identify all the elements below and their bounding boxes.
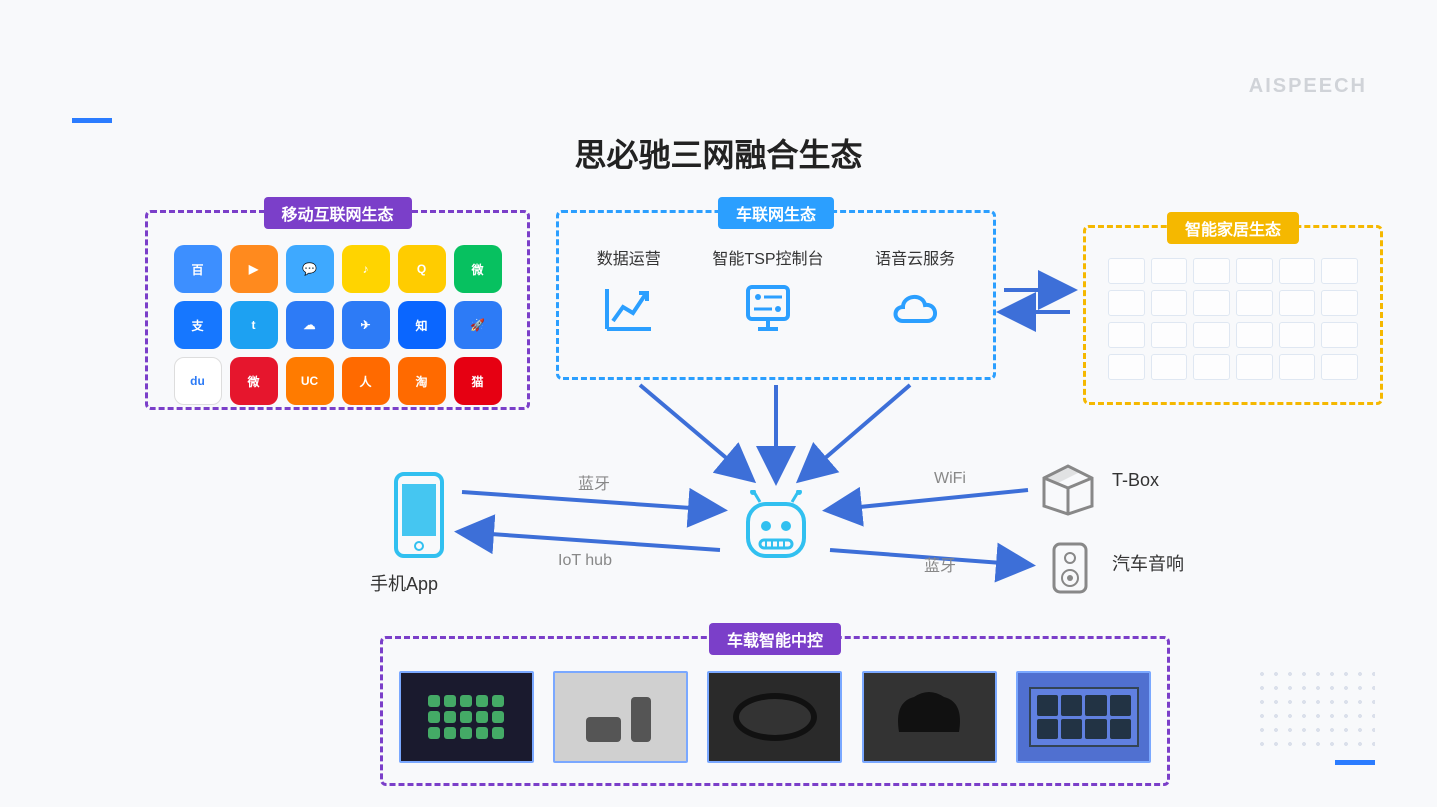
app-icon: 微	[454, 245, 502, 293]
devices-box-label: 车载智能中控	[709, 623, 841, 655]
car-box-label: 车联网生态	[718, 197, 834, 229]
phone-label: 手机App	[370, 570, 438, 596]
console-icon	[738, 279, 798, 339]
home-device-icon	[1321, 322, 1358, 348]
home-device-icon	[1279, 322, 1316, 348]
app-icon: UC	[286, 357, 334, 405]
home-device-icon	[1193, 322, 1230, 348]
home-box-label: 智能家居生态	[1167, 212, 1299, 244]
mobile-box-label: 移动互联网生态	[263, 197, 411, 229]
app-icon: 百	[174, 245, 222, 293]
home-device-icon	[1108, 354, 1145, 380]
home-device-icon	[1236, 354, 1273, 380]
car-service-item: 语音云服务	[875, 245, 955, 339]
device-image	[1016, 671, 1151, 763]
app-icon: 💬	[286, 245, 334, 293]
mobile-ecosystem-box: 移动互联网生态 百▶💬♪Q微支t☁✈知🚀du微UC人淘猫	[145, 210, 530, 410]
app-icon: 知	[398, 301, 446, 349]
speaker-icon	[1050, 540, 1090, 596]
home-device-icon	[1193, 354, 1230, 380]
app-icon-grid: 百▶💬♪Q微支t☁✈知🚀du微UC人淘猫	[160, 225, 515, 405]
accent-bar-top	[72, 118, 112, 123]
device-image	[553, 671, 688, 763]
home-device-icon	[1151, 354, 1188, 380]
app-icon: ☁	[286, 301, 334, 349]
car-service-item: 数据运营	[597, 245, 661, 339]
home-device-icon	[1151, 290, 1188, 316]
home-device-icon	[1279, 258, 1316, 284]
device-image	[707, 671, 842, 763]
app-icon: 微	[230, 357, 278, 405]
app-icon: ✈	[342, 301, 390, 349]
home-device-icon	[1108, 258, 1145, 284]
app-icon: ▶	[230, 245, 278, 293]
home-device-icon	[1151, 258, 1188, 284]
home-device-icon	[1321, 290, 1358, 316]
arrow-label-wifi: WiFi	[934, 470, 966, 488]
tbox-icon	[1040, 460, 1096, 516]
speaker-label: 汽车音响	[1112, 550, 1184, 576]
home-device-icon	[1236, 290, 1273, 316]
device-image	[862, 671, 997, 763]
home-icon-grid	[1098, 240, 1368, 390]
app-icon: ♪	[342, 245, 390, 293]
app-icon: 🚀	[454, 301, 502, 349]
home-device-icon	[1321, 258, 1358, 284]
device-image	[399, 671, 534, 763]
car-ecosystem-box: 车联网生态 数据运营智能TSP控制台语音云服务	[556, 210, 996, 380]
robot-icon	[740, 490, 812, 570]
arrow-label-iothub: IoT hub	[558, 552, 612, 570]
car-item-label: 智能TSP控制台	[712, 245, 823, 269]
app-icon: 支	[174, 301, 222, 349]
tbox-label: T-Box	[1112, 470, 1159, 491]
watermark-logo: AISPEECH	[1249, 75, 1367, 98]
device-row	[395, 651, 1155, 763]
home-device-icon	[1279, 290, 1316, 316]
phone-icon	[394, 472, 444, 558]
home-device-icon	[1193, 290, 1230, 316]
cloud-icon	[885, 279, 945, 339]
home-device-icon	[1193, 258, 1230, 284]
app-icon: 猫	[454, 357, 502, 405]
home-device-icon	[1236, 258, 1273, 284]
chart-icon	[599, 279, 659, 339]
app-icon: t	[230, 301, 278, 349]
app-icon: Q	[398, 245, 446, 293]
home-ecosystem-box: 智能家居生态	[1083, 225, 1383, 405]
home-device-icon	[1108, 290, 1145, 316]
home-device-icon	[1236, 322, 1273, 348]
car-service-item: 智能TSP控制台	[712, 245, 823, 339]
car-item-label: 语音云服务	[875, 245, 955, 269]
arrow-label-bt2: 蓝牙	[924, 552, 956, 576]
home-device-icon	[1321, 354, 1358, 380]
home-device-icon	[1279, 354, 1316, 380]
dot-pattern	[1255, 667, 1375, 747]
arrow-label-bt1: 蓝牙	[578, 470, 610, 494]
app-icon: 淘	[398, 357, 446, 405]
app-icon: 人	[342, 357, 390, 405]
car-item-label: 数据运营	[597, 245, 661, 269]
accent-bar-bottom	[1335, 760, 1375, 765]
home-device-icon	[1151, 322, 1188, 348]
devices-box: 车载智能中控	[380, 636, 1170, 786]
home-device-icon	[1108, 322, 1145, 348]
app-icon: du	[174, 357, 222, 405]
slide-title: 思必驰三网融合生态	[574, 130, 862, 176]
